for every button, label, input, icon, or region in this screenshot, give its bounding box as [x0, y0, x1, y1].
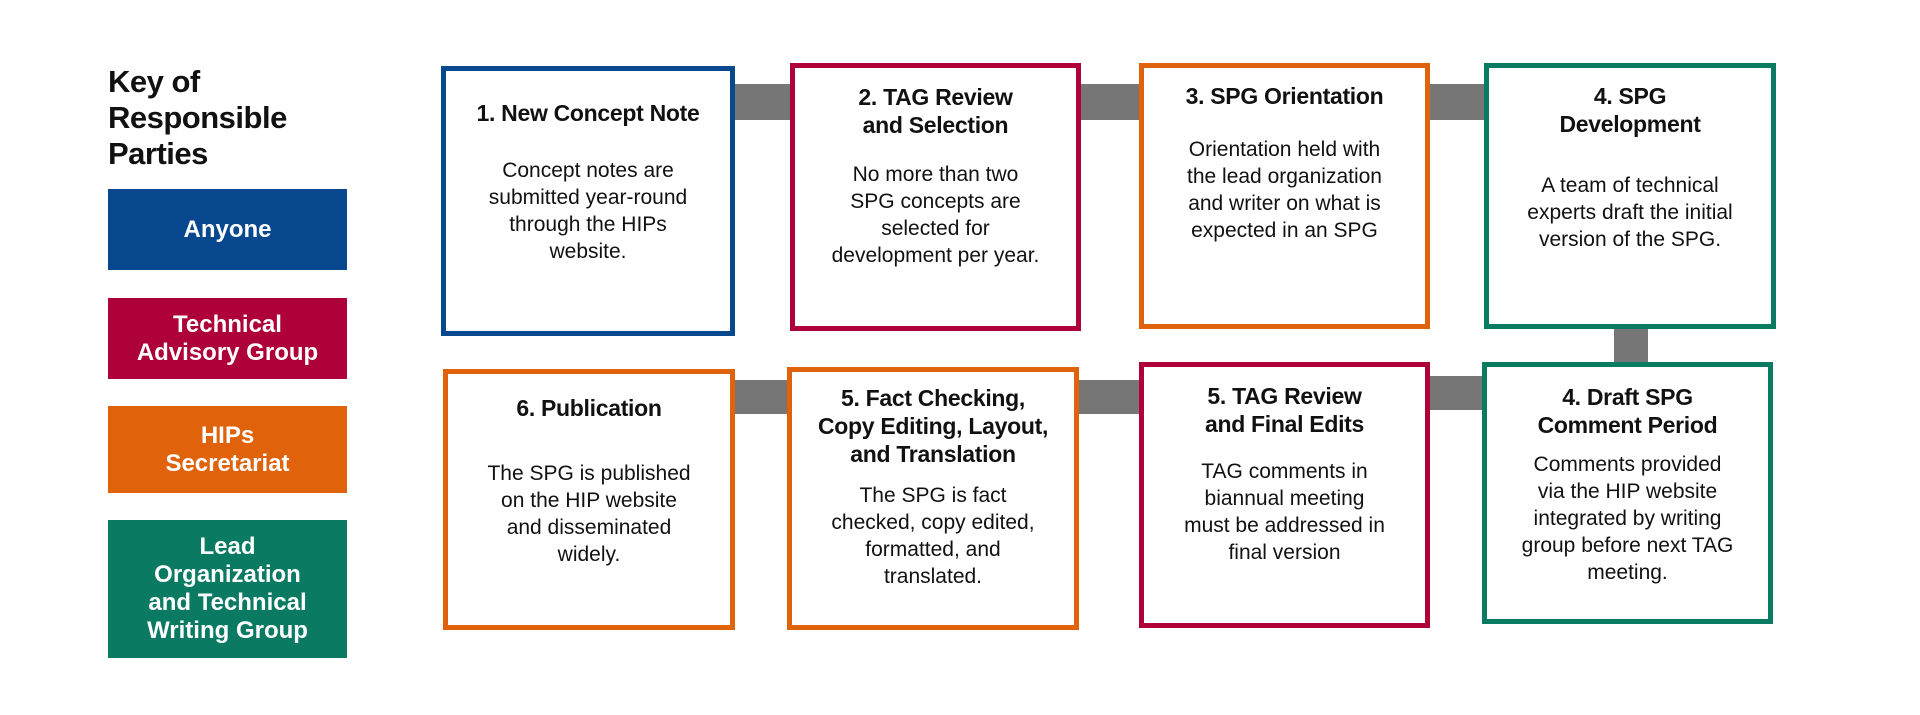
step-new-concept-note: 1. New Concept Note Concept notes are su…	[441, 66, 735, 336]
step-spg-development: 4. SPG Development A team of technical e…	[1484, 63, 1776, 329]
step-spg-orientation: 3. SPG Orientation Orientation held with…	[1139, 63, 1430, 329]
legend-key-anyone: Anyone	[108, 189, 347, 270]
step-title: 3. SPG Orientation	[1185, 83, 1384, 109]
legend-key-lead-organization: Lead Organization and Technical Writing …	[108, 520, 347, 658]
step-description: Concept notes are submitted year-round t…	[488, 159, 688, 263]
legend-key-technical-advisory-group: Technical Advisory Group	[108, 298, 347, 379]
connector-3-4	[1430, 84, 1484, 120]
step-title: 4. SPG Development	[1559, 83, 1701, 137]
step-title: 6. Publication	[516, 395, 662, 421]
step-description: A team of technical experts draft the in…	[1527, 174, 1733, 251]
step-draft-spg-comment-period: 4. Draft SPG Comment Period Comments pro…	[1482, 362, 1773, 624]
step-title: 2. TAG Review and Selection	[858, 84, 1013, 138]
connector-1-2	[735, 84, 791, 120]
connector-4-4b	[1614, 329, 1648, 363]
legend-title: Key of Responsible Parties	[108, 64, 287, 171]
step-description: Orientation held with the lead organizat…	[1187, 138, 1382, 242]
step-description: The SPG is published on the HIP website …	[487, 462, 691, 566]
step-tag-review-final-edits: 5. TAG Review and Final Edits TAG commen…	[1139, 362, 1430, 628]
step-publication: 6. Publication The SPG is published on t…	[443, 369, 735, 630]
step-title: 5. Fact Checking, Copy Editing, Layout, …	[817, 385, 1049, 467]
step-description: Comments provided via the HIP website in…	[1521, 453, 1734, 584]
step-tag-review-selection: 2. TAG Review and Selection No more than…	[790, 63, 1081, 331]
step-description: The SPG is fact checked, copy edited, fo…	[831, 484, 1035, 588]
connector-5b-6	[735, 380, 788, 414]
legend-key-hips-secretariat: HIPs Secretariat	[108, 406, 347, 493]
step-fact-checking-copy-editing: 5. Fact Checking, Copy Editing, Layout, …	[787, 367, 1079, 630]
step-title: 1. New Concept Note	[476, 100, 700, 126]
connector-4b-5	[1430, 376, 1483, 410]
step-description: No more than two SPG concepts are select…	[831, 163, 1040, 267]
connector-2-3	[1081, 84, 1139, 120]
step-title: 5. TAG Review and Final Edits	[1204, 383, 1365, 437]
step-title: 4. Draft SPG Comment Period	[1537, 384, 1718, 438]
step-description: TAG comments in biannual meeting must be…	[1184, 460, 1385, 564]
connector-5-5b	[1079, 380, 1139, 414]
